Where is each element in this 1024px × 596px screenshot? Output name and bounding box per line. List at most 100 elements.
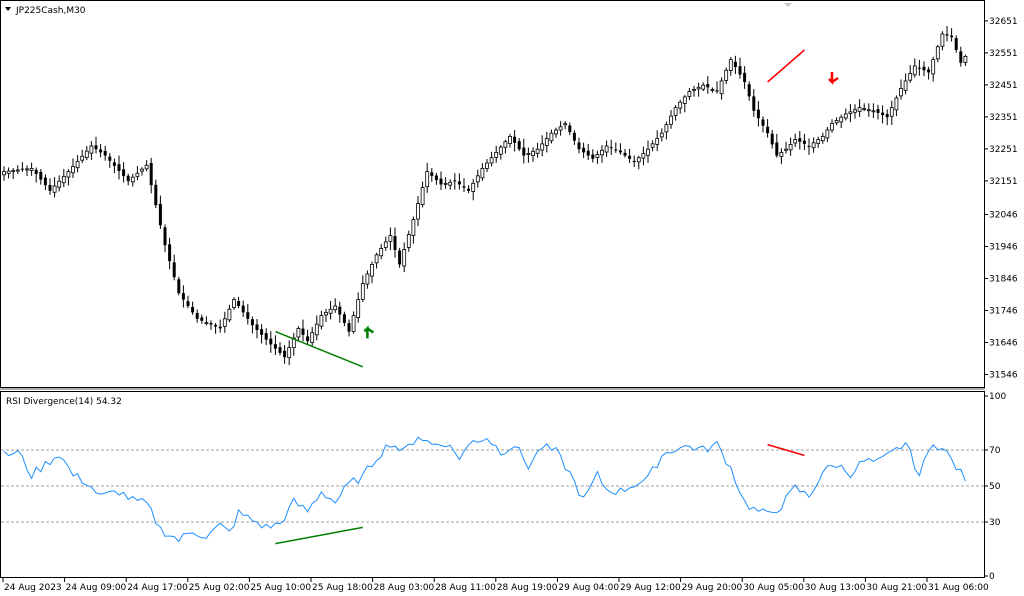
time-tick-label: 24 Aug 2023 — [4, 583, 62, 593]
candle — [701, 82, 706, 92]
candle — [862, 103, 867, 112]
candle — [655, 130, 660, 152]
candle — [314, 315, 319, 341]
candle — [200, 314, 204, 324]
candle — [752, 89, 756, 117]
candle — [549, 129, 554, 144]
candle — [430, 168, 434, 182]
candle — [866, 103, 871, 117]
time-tick-label: 28 Aug 11:00 — [435, 583, 496, 593]
candle — [283, 344, 287, 364]
candle — [186, 295, 190, 309]
price-series — [2, 26, 968, 368]
candle — [834, 117, 839, 126]
candle — [728, 57, 733, 76]
time-tick-label: 30 Aug 13:00 — [805, 583, 866, 593]
time-tick-label: 29 Aug 20:00 — [682, 583, 743, 593]
time-tick-label: 25 Aug 02:00 — [189, 583, 250, 593]
candle — [34, 167, 38, 183]
candle — [306, 329, 310, 345]
shift-marker-icon[interactable] — [784, 3, 792, 7]
candle — [154, 179, 158, 209]
candle — [218, 319, 222, 333]
candle — [379, 244, 384, 260]
candle — [903, 73, 908, 95]
candle — [457, 173, 461, 190]
candle — [513, 130, 517, 152]
candle — [591, 149, 595, 163]
price-chart-title: JP225Cash,M30 — [15, 6, 86, 16]
candle — [582, 142, 586, 158]
candle — [618, 143, 622, 155]
candle — [940, 31, 945, 51]
candle — [241, 300, 245, 317]
time-tick-label: 28 Aug 19:00 — [497, 583, 558, 593]
candle — [48, 178, 52, 195]
candle — [411, 216, 416, 244]
rsi-tick-label: 100 — [989, 392, 1006, 402]
candle — [181, 285, 185, 308]
rsi-axis: 0 30 50 70 100 — [984, 392, 1006, 582]
candle — [319, 310, 324, 330]
candle — [420, 181, 425, 208]
candle — [724, 67, 729, 85]
candle — [406, 230, 411, 252]
candle — [342, 311, 346, 327]
price-tick-label: 31646 — [989, 338, 1018, 348]
candle — [94, 136, 98, 154]
candle — [577, 137, 581, 154]
candle — [347, 319, 351, 337]
candle — [6, 167, 11, 179]
candle — [11, 168, 16, 180]
buy-arrow-icon — [363, 325, 375, 339]
price-tick-label: 32251 — [989, 145, 1018, 155]
candle — [370, 261, 374, 284]
price-tick-label: 31546 — [989, 370, 1018, 380]
candle — [825, 126, 830, 142]
candle — [673, 105, 678, 121]
candle — [398, 247, 402, 268]
price-axis: 31546 31646 31746 31846 31946 32046 32151 32251… — [984, 17, 1018, 380]
candle — [416, 196, 420, 226]
candle — [807, 138, 811, 155]
candle — [39, 169, 43, 185]
candle — [287, 340, 292, 366]
candle — [425, 162, 430, 193]
candle — [623, 148, 627, 158]
candle — [80, 149, 85, 164]
candle — [328, 300, 333, 320]
candle — [163, 224, 167, 253]
candle — [811, 137, 816, 153]
candle — [66, 169, 71, 186]
candle — [338, 301, 342, 323]
candle — [719, 77, 724, 100]
candle — [646, 140, 650, 163]
candle — [351, 311, 356, 334]
candle — [802, 133, 806, 150]
candle — [747, 81, 751, 101]
bearish-divergence-line — [767, 49, 805, 83]
candle — [269, 331, 273, 353]
candle — [664, 121, 669, 140]
candle — [214, 322, 218, 334]
candle — [770, 130, 774, 149]
candle — [117, 155, 121, 180]
candle — [250, 316, 254, 334]
candle — [935, 44, 940, 63]
candle — [609, 139, 613, 155]
candle — [650, 140, 655, 152]
candle — [761, 116, 765, 133]
candle — [291, 332, 296, 356]
candle — [168, 237, 172, 270]
rsi-bearish-divergence-line — [767, 443, 805, 457]
candle — [876, 104, 880, 120]
candle — [204, 316, 209, 326]
candle — [462, 178, 466, 192]
candle — [756, 100, 760, 127]
candle — [296, 326, 301, 342]
candle — [448, 179, 453, 190]
dropdown-triangle-icon[interactable] — [5, 7, 11, 11]
candle — [931, 56, 936, 82]
